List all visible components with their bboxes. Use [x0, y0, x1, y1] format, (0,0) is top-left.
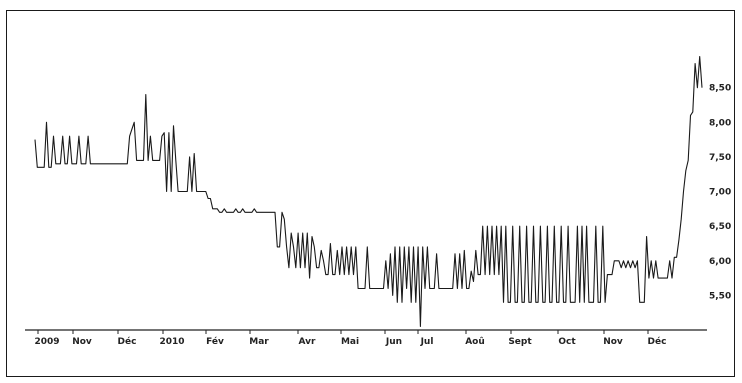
- x-tick-label: 2009: [34, 337, 59, 347]
- y-tick-label: 8,00: [709, 118, 731, 128]
- x-tick-label: Déc: [118, 336, 137, 347]
- line-chart: 2009 Nov Déc 2010 Fév Mar Avr Mai Jun Jul Aoû Sept O…: [25, 55, 731, 347]
- x-tick-label: Fév: [206, 336, 224, 347]
- x-tick-label: Mai: [341, 337, 359, 347]
- x-tick-label: Jun: [385, 337, 402, 347]
- x-tick-label: Avr: [299, 337, 317, 347]
- x-tick-label: Mar: [249, 337, 269, 347]
- x-tick-label: Jul: [420, 337, 434, 347]
- x-tick-label: Oct: [558, 337, 576, 347]
- chart-frame: 2009 Nov Déc 2010 Fév Mar Avr Mai Jun Jul Aoû Sept O…: [6, 10, 735, 377]
- x-tick-label: Aoû: [465, 337, 485, 347]
- x-tick-label: Nov: [72, 337, 92, 347]
- y-tick-label: 7,50: [709, 153, 731, 163]
- x-tick-label: Nov: [603, 337, 623, 347]
- series-line: [34, 55, 703, 328]
- y-tick-label: 6,00: [709, 257, 731, 267]
- y-tick-label: 7,00: [709, 188, 731, 198]
- y-tick-label: 8,50: [709, 84, 731, 94]
- y-tick-label: 6,50: [709, 222, 731, 232]
- x-tick-label: Déc: [648, 336, 667, 347]
- y-tick-label: 5,50: [709, 291, 731, 301]
- x-tick-label: Sept: [508, 337, 532, 347]
- x-tick-label: 2010: [159, 337, 184, 347]
